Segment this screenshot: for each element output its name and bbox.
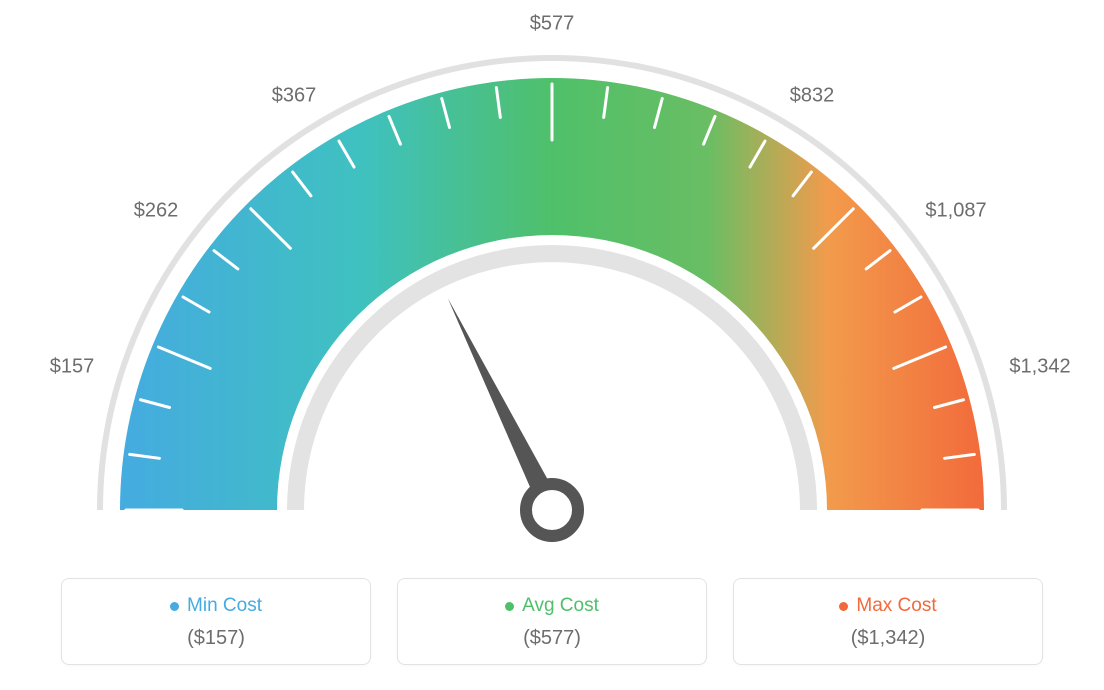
gauge-color-band bbox=[120, 78, 984, 510]
legend-value-max: ($1,342) bbox=[744, 627, 1032, 650]
gauge-tick-label: $157 bbox=[50, 356, 95, 379]
legend-label: Min Cost bbox=[187, 595, 262, 617]
dot-icon bbox=[170, 602, 179, 611]
legend-label: Avg Cost bbox=[522, 595, 599, 617]
gauge-tick-label: $1,342 bbox=[1009, 356, 1070, 379]
legend-card-min: Min Cost ($157) bbox=[61, 578, 371, 665]
dot-icon bbox=[839, 602, 848, 611]
legend-value-avg: ($577) bbox=[408, 627, 696, 650]
dot-icon bbox=[505, 602, 514, 611]
gauge-svg bbox=[0, 0, 1104, 560]
legend-label: Max Cost bbox=[856, 595, 936, 617]
legend-value-min: ($157) bbox=[72, 627, 360, 650]
legend-card-max: Max Cost ($1,342) bbox=[733, 578, 1043, 665]
cost-gauge: $157 $262 $367 $577 $832 $1,087 $1,342 bbox=[0, 0, 1104, 560]
legend-card-avg: Avg Cost ($577) bbox=[397, 578, 707, 665]
legend-title-max: Max Cost bbox=[839, 595, 936, 617]
gauge-needle-hub bbox=[526, 484, 578, 536]
legend: Min Cost ($157) Avg Cost ($577) Max Cost… bbox=[0, 578, 1104, 665]
gauge-tick-label: $262 bbox=[134, 200, 179, 223]
gauge-tick-label: $577 bbox=[530, 13, 575, 36]
legend-title-avg: Avg Cost bbox=[505, 595, 599, 617]
gauge-tick-label: $832 bbox=[790, 85, 835, 108]
legend-title-min: Min Cost bbox=[170, 595, 262, 617]
gauge-tick-label: $367 bbox=[272, 85, 317, 108]
gauge-tick-label: $1,087 bbox=[925, 200, 986, 223]
